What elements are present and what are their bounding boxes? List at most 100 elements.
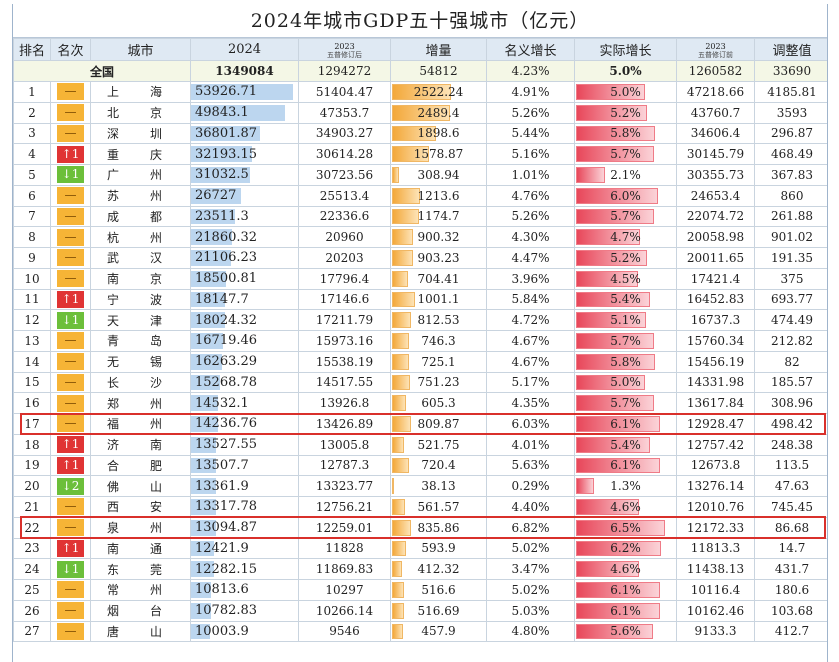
real-growth-cell-value: 6.0%	[610, 188, 641, 203]
header-increase: 增量	[390, 38, 487, 61]
gdp-bar	[191, 478, 217, 494]
rank-cell: 27	[13, 620, 51, 643]
increase-cell-value: 516.6	[421, 582, 456, 597]
adjustment-cell: 412.7	[754, 620, 827, 643]
gdp-2024-cell: 14532.1	[190, 392, 299, 414]
increase-cell-value: 1578.87	[413, 147, 464, 162]
real-growth-bar	[576, 250, 648, 266]
gdp-2023-prior-cell: 16737.3	[676, 309, 755, 331]
rank-change-cell: ↓2	[50, 475, 91, 497]
header-2024: 2024	[190, 38, 299, 61]
gdp-2024-cell-value: 15268.78	[195, 374, 258, 390]
increase-cell: 516.6	[390, 579, 487, 601]
real-growth-cell-value: 5.6%	[610, 624, 641, 639]
real-growth-bar	[576, 291, 651, 308]
gdp-2023-revised-cell: 11828	[298, 537, 391, 560]
rank-change-badge: —	[57, 394, 84, 412]
increase-cell-value: 2522.24	[413, 84, 464, 99]
gdp-2023-revised-cell: 22336.6	[298, 205, 391, 228]
increase-cell: 900.32	[390, 226, 487, 248]
rank-change-cell: —	[50, 496, 91, 518]
real-growth-cell: 6.0%	[574, 184, 677, 207]
rank-change-cell: ↑1	[50, 143, 91, 165]
rank-cell: 7	[13, 205, 51, 228]
gdp-2024-cell: 10003.9	[190, 620, 299, 643]
table-row: 19 ↑1 合肥 13507.7 12787.3 720.4 5.63% 6.1% 12673.…	[13, 454, 827, 477]
rank-cell: 2	[13, 101, 51, 124]
gdp-2023-prior-cell: 22074.72	[676, 205, 755, 228]
gdp-2024-cell: 31032.5	[190, 164, 299, 186]
increase-cell: 725.1	[390, 350, 487, 373]
rank-cell: 26	[13, 599, 51, 622]
real-growth-cell-value: 4.6%	[610, 562, 641, 577]
rank-change-cell: ↓1	[50, 309, 91, 331]
national-real-growth: 5.0%	[574, 60, 677, 82]
gdp-2024-cell: 32193.15	[190, 143, 299, 165]
increase-cell-value: 835.86	[417, 520, 460, 535]
real-growth-cell: 2.1%	[574, 164, 677, 186]
increase-bar	[392, 270, 409, 287]
header-real-growth: 实际增长	[574, 38, 677, 61]
nominal-growth-cell: 4.67%	[486, 350, 575, 373]
header-row: 排名 名次 城市 2024 2023 五普修订后 增量 名义增长 实际增长 20…	[13, 38, 827, 61]
gdp-2023-prior-cell: 11438.13	[676, 558, 755, 580]
nominal-growth-cell: 4.67%	[486, 330, 575, 352]
adjustment-cell: 296.87	[754, 122, 827, 145]
gdp-2024-cell-value: 16263.29	[195, 354, 258, 370]
gdp-2024-cell-value: 49843.1	[195, 105, 249, 121]
increase-cell-value: 812.53	[417, 313, 460, 328]
real-growth-cell: 6.1%	[574, 454, 677, 477]
rank-change-cell: ↑1	[50, 454, 91, 477]
rank-change-cell: ↑1	[50, 537, 91, 560]
gdp-2024-cell-value: 16719.46	[195, 333, 258, 349]
national-gdp-2023-revised: 1294272	[298, 60, 391, 82]
gdp-2023-revised-cell: 30723.56	[298, 164, 391, 186]
gdp-2024-cell: 16719.46	[190, 330, 299, 352]
adjustment-cell: 375	[754, 267, 827, 290]
gdp-bar	[191, 270, 226, 287]
gdp-2024-cell: 15268.78	[190, 371, 299, 394]
gdp-2023-prior-cell: 13276.14	[676, 475, 755, 497]
real-growth-bar	[576, 208, 655, 225]
real-growth-bar	[576, 333, 655, 349]
real-growth-bar	[576, 602, 660, 619]
gdp-2024-cell: 10813.6	[190, 579, 299, 601]
real-growth-bar	[576, 416, 660, 432]
gdp-bar	[191, 540, 215, 557]
city-cell: 福州	[90, 413, 191, 435]
gdp-2024-cell-value: 13317.78	[195, 499, 258, 515]
adjustment-cell: 191.35	[754, 247, 827, 269]
gdp-bar	[191, 582, 212, 598]
real-growth-bar	[576, 146, 655, 162]
gdp-2023-revised-cell: 10266.14	[298, 599, 391, 622]
real-growth-cell: 5.0%	[574, 371, 677, 394]
gdp-2024-cell-value: 21860.32	[195, 229, 258, 245]
gdp-2024-cell: 18500.81	[190, 267, 299, 290]
rank-change-cell: —	[50, 599, 91, 622]
rank-cell: 12	[13, 309, 51, 331]
adjustment-cell: 103.68	[754, 599, 827, 622]
adjustment-cell: 248.38	[754, 433, 827, 456]
city-cell: 南京	[90, 267, 191, 290]
rank-change-cell: —	[50, 184, 91, 207]
real-growth-cell: 6.1%	[574, 413, 677, 435]
rank-change-cell: ↑1	[50, 288, 91, 311]
gdp-bar	[191, 353, 222, 370]
gdp-bar	[191, 229, 233, 245]
nominal-growth-cell: 0.29%	[486, 475, 575, 497]
gdp-2023-revised-cell: 12787.3	[298, 454, 391, 477]
nominal-growth-cell: 5.63%	[486, 454, 575, 477]
rank-cell: 10	[13, 267, 51, 290]
gdp-2024-cell-value: 26727	[195, 188, 237, 204]
gdp-2024-cell: 18024.32	[190, 309, 299, 331]
gdp-2023-prior-cell: 12928.47	[676, 413, 755, 435]
table-row: 14 — 无锡 16263.29 15538.19 725.1 4.67% 5.8% 15456…	[13, 350, 827, 373]
adjustment-cell: 86.68	[754, 516, 827, 539]
city-cell: 宁波	[90, 288, 191, 311]
increase-bar	[392, 623, 403, 640]
city-cell: 佛山	[90, 475, 191, 497]
gdp-2024-cell-value: 10813.6	[195, 582, 249, 598]
adjustment-cell: 180.6	[754, 579, 827, 601]
gdp-2024-cell-value: 13527.55	[195, 437, 258, 453]
increase-cell-value: 751.23	[417, 375, 460, 390]
